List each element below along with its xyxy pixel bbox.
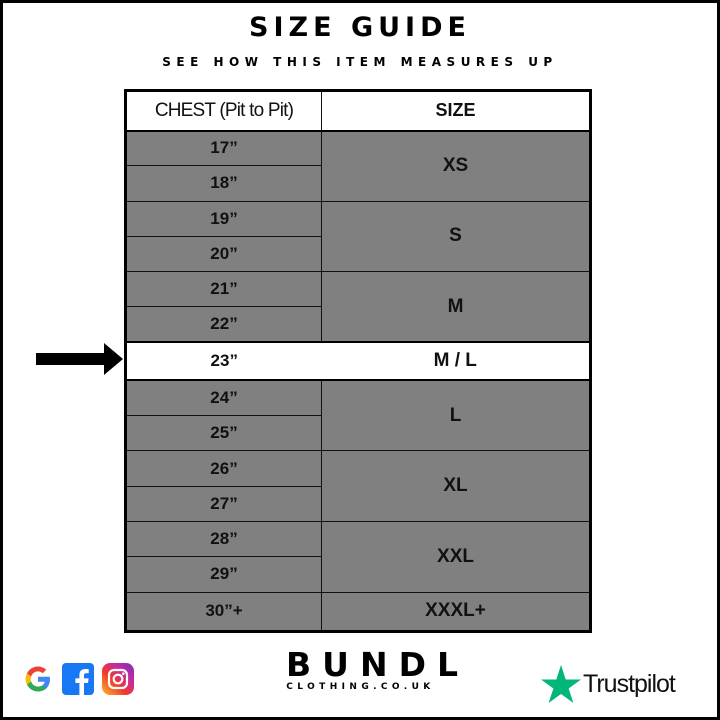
- bundl-logo: BUNDL CLOTHING.CO.UK: [278, 645, 469, 693]
- table-row: 20”: [125, 235, 591, 273]
- page-subtitle: SEE HOW THIS ITEM MEASURES UP: [162, 55, 558, 69]
- table-row: 19” S: [125, 200, 591, 273]
- chest-cell: 17”: [125, 129, 322, 167]
- page-title: SIZE GUIDE: [249, 12, 471, 43]
- arrow-right-icon: [36, 343, 123, 375]
- chest-cell: 25”: [125, 415, 322, 452]
- chest-cell: 23”: [125, 341, 322, 382]
- size-cell: L: [321, 379, 591, 452]
- size-guide-table: CHEST (Pit to Pit) SIZE 17” XS 18” 19” S 2…: [124, 89, 592, 633]
- chest-cell: 26”: [125, 450, 322, 487]
- table-row: 25”: [125, 415, 591, 452]
- chest-cell: 20”: [125, 235, 322, 273]
- table-row: 28” XXL: [125, 520, 591, 593]
- table-row: 21” M: [125, 271, 591, 343]
- trustpilot-text: Trustpilot: [583, 669, 676, 698]
- trustpilot-star-icon: [541, 665, 581, 703]
- size-cell: M / L: [321, 341, 591, 382]
- chest-cell: 19”: [125, 200, 322, 237]
- chest-cell: 18”: [125, 165, 322, 202]
- chest-cell: 24”: [125, 379, 322, 417]
- brand-subtitle: CLOTHING.CO.UK: [286, 682, 435, 692]
- facebook-icon[interactable]: [62, 663, 94, 695]
- size-cell: M: [321, 271, 591, 343]
- size-cell: XL: [321, 450, 591, 522]
- table-row: 26” XL: [125, 450, 591, 522]
- chest-cell: 28”: [125, 520, 322, 558]
- social-icons: [22, 663, 134, 695]
- size-cell: XXL: [321, 520, 591, 593]
- table-row: 22”: [125, 306, 591, 343]
- table-row: 30”+ XXXL+: [125, 591, 591, 632]
- chest-cell: 27”: [125, 485, 322, 522]
- size-cell: XXXL+: [321, 591, 591, 632]
- chest-cell: 29”: [125, 556, 322, 593]
- chest-cell: 22”: [125, 306, 322, 343]
- table-row: 27”: [125, 485, 591, 522]
- table-row: 29”: [125, 556, 591, 593]
- header-size: SIZE: [321, 90, 591, 132]
- chest-cell: 21”: [125, 271, 322, 308]
- trustpilot-logo[interactable]: Trustpilot: [541, 665, 676, 703]
- chest-cell: 30”+: [125, 591, 322, 632]
- table-row: 24” L: [125, 379, 591, 452]
- brand-name: BUNDL: [286, 645, 469, 684]
- instagram-icon[interactable]: [102, 663, 134, 695]
- size-cell: S: [321, 200, 591, 273]
- table-row: 17” XS: [125, 129, 591, 202]
- google-icon[interactable]: [22, 663, 54, 695]
- size-cell: XS: [321, 130, 591, 202]
- table-header: CHEST (Pit to Pit) SIZE: [125, 90, 591, 132]
- highlighted-row: 23” M / L: [125, 341, 591, 382]
- header-chest: CHEST (Pit to Pit): [125, 90, 322, 132]
